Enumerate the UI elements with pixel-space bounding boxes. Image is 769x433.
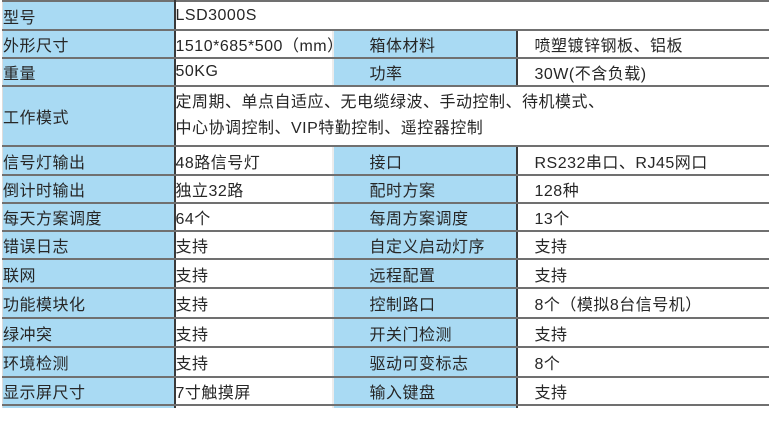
spec-label-cell: 控制路口 bbox=[331, 288, 518, 319]
spec-label-cell: 重量 bbox=[2, 58, 176, 87]
spec-value-cell: 支持 bbox=[516, 377, 769, 406]
spec-label-cell: 错误日志 bbox=[2, 231, 176, 260]
spec-value-cell: 支持 bbox=[516, 231, 769, 260]
spec-value-cell: 支持 bbox=[516, 259, 769, 289]
spec-value-cell: 48路信号灯 bbox=[174, 146, 333, 176]
table-row: 信号灯输出 48路信号灯 接口 RS232串口、RJ45网口 bbox=[2, 146, 769, 176]
table-row: 错误日志 支持 自定义启动灯序 支持 bbox=[2, 231, 769, 260]
table-row: 环境检测 支持 驱动可变标志 8个 bbox=[2, 347, 769, 378]
spec-label-cell: 环境检测 bbox=[2, 347, 176, 378]
spec-label-cell: 开关门检测 bbox=[331, 318, 518, 348]
spec-value-cell: 8个 bbox=[516, 347, 769, 378]
spec-label-cell: 功能模块化 bbox=[2, 288, 176, 319]
spec-value-cell: 支持 bbox=[174, 347, 333, 378]
table-row: 显示屏尺寸 7寸触摸屏 输入键盘 支持 bbox=[2, 377, 769, 406]
table-row: 功能模块化 支持 控制路口 8个（模拟8台信号机） bbox=[2, 288, 769, 319]
table-row: 工作模式 定周期、单点自适应、无电缆绿波、手动控制、待机模式、 中心协调控制、VIP… bbox=[2, 86, 769, 147]
table-row: 型号 LSD3000S bbox=[2, 1, 769, 31]
spec-value-cell: LSD3000S bbox=[174, 1, 769, 31]
spec-value-cell: 独立32路 bbox=[174, 175, 333, 204]
spec-label-cell: 绿冲突 bbox=[2, 318, 176, 348]
spec-value-cell bbox=[516, 405, 769, 408]
spec-value-cell: 支持 bbox=[174, 231, 333, 260]
table-row: 倒计时输出 独立32路 配时方案 128种 bbox=[2, 175, 769, 204]
spec-label-cell: 工作模式 bbox=[2, 86, 176, 147]
spec-label-cell: 联网 bbox=[2, 259, 176, 289]
spec-label-cell: 接口 bbox=[331, 146, 518, 176]
spec-label-cell: 倒计时输出 bbox=[2, 175, 176, 204]
spec-label-cell bbox=[331, 405, 518, 408]
spec-label-cell: 自定义启动灯序 bbox=[331, 231, 518, 260]
table-row bbox=[2, 405, 769, 408]
spec-label-cell: 每天方案调度 bbox=[2, 203, 176, 232]
spec-value-line: 中心协调控制、VIP特勤控制、遥控器控制 bbox=[175, 120, 484, 137]
spec-label-cell: 输入键盘 bbox=[331, 377, 518, 406]
spec-value-cell: 8个（模拟8台信号机） bbox=[516, 288, 769, 319]
spec-label-cell: 外形尺寸 bbox=[2, 30, 176, 59]
spec-value-cell: 50KG bbox=[174, 58, 333, 87]
spec-value-line: 定周期、单点自适应、无电缆绿波、手动控制、待机模式、 bbox=[175, 94, 605, 111]
spec-label-cell bbox=[2, 405, 176, 408]
table-row: 每天方案调度 64个 每周方案调度 13个 bbox=[2, 203, 769, 232]
table-row: 绿冲突 支持 开关门检测 支持 bbox=[2, 318, 769, 348]
spec-table-body: 型号 LSD3000S 外形尺寸 1510*685*500（mm） 箱体材料 喷塑镀锌钢板… bbox=[2, 1, 769, 408]
spec-label-cell: 型号 bbox=[2, 1, 176, 31]
spec-value-cell: 定周期、单点自适应、无电缆绿波、手动控制、待机模式、 中心协调控制、VIP特勤控制… bbox=[174, 86, 769, 147]
spec-value-cell: 1510*685*500（mm） bbox=[174, 30, 333, 59]
spec-value-cell: RS232串口、RJ45网口 bbox=[516, 146, 769, 176]
spec-value-cell: 支持 bbox=[174, 318, 333, 348]
spec-value-cell: 支持 bbox=[516, 318, 769, 348]
spec-value-cell: 支持 bbox=[174, 288, 333, 319]
table-row: 联网 支持 远程配置 支持 bbox=[2, 259, 769, 289]
spec-label-cell: 每周方案调度 bbox=[331, 203, 518, 232]
table-row: 外形尺寸 1510*685*500（mm） 箱体材料 喷塑镀锌钢板、铝板 bbox=[2, 30, 769, 59]
spec-label-cell: 功率 bbox=[331, 58, 518, 87]
spec-value-cell: 30W(不含负载) bbox=[516, 58, 769, 87]
spec-value-cell: 支持 bbox=[174, 259, 333, 289]
spec-value-cell: 64个 bbox=[174, 203, 333, 232]
table-row: 重量 50KG 功率 30W(不含负载) bbox=[2, 58, 769, 87]
spec-table: 型号 LSD3000S 外形尺寸 1510*685*500（mm） 箱体材料 喷塑镀锌钢板… bbox=[2, 0, 769, 408]
spec-label-cell: 驱动可变标志 bbox=[331, 347, 518, 378]
spec-label-cell: 信号灯输出 bbox=[2, 146, 176, 176]
spec-label-cell: 显示屏尺寸 bbox=[2, 377, 176, 406]
spec-label-cell: 箱体材料 bbox=[331, 30, 518, 59]
spec-label-cell: 远程配置 bbox=[331, 259, 518, 289]
spec-value-cell: 128种 bbox=[516, 175, 769, 204]
spec-value-cell: 7寸触摸屏 bbox=[174, 377, 333, 406]
spec-value-cell: 喷塑镀锌钢板、铝板 bbox=[516, 30, 769, 59]
spec-label-cell: 配时方案 bbox=[331, 175, 518, 204]
spec-value-cell: 13个 bbox=[516, 203, 769, 232]
spec-value-cell bbox=[174, 405, 333, 408]
